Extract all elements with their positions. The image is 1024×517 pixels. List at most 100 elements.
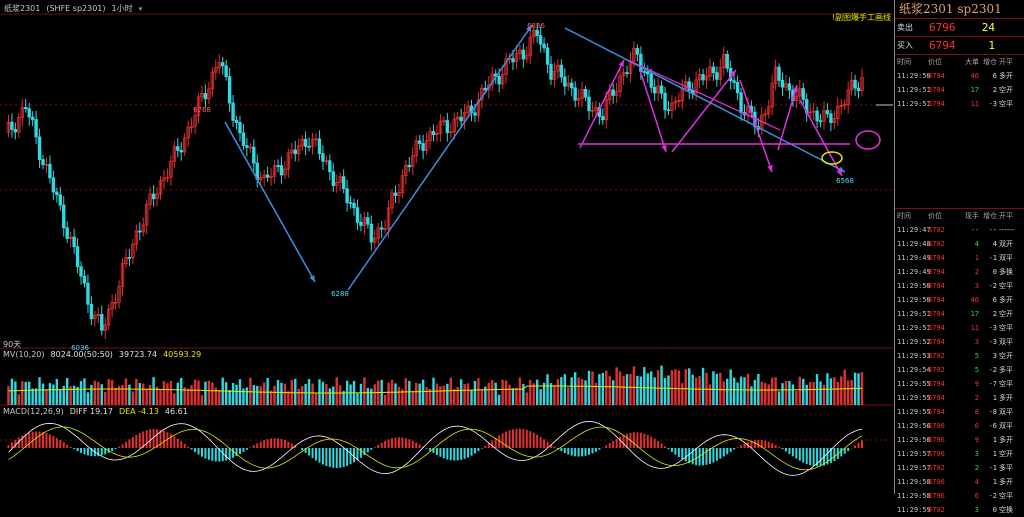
row-time: 11:29:49	[897, 265, 931, 279]
row-oi: -8	[981, 405, 997, 419]
macd-bar	[619, 437, 621, 448]
row-time: 11:29:51	[897, 83, 931, 97]
drawing-tool-note[interactable]: !副图爆手工画线	[832, 12, 891, 23]
volume-bar	[311, 384, 313, 405]
bid-row[interactable]: 买入 6794 1	[895, 37, 1024, 54]
macd-bar	[419, 444, 421, 448]
row-volume: 2	[961, 391, 979, 405]
volume-bar	[536, 380, 538, 405]
macd-bar	[529, 431, 531, 448]
row-time: 11:29:49	[897, 251, 931, 265]
volume-bar	[857, 373, 859, 405]
period-label[interactable]: 1小时	[112, 4, 133, 13]
ask-volume: 24	[982, 19, 995, 36]
candle-body	[83, 276, 86, 283]
macd-name: MACD(12,26,9)	[3, 407, 64, 416]
row-price: 6794	[928, 405, 945, 419]
macd-bar	[861, 440, 863, 448]
macd-bar	[702, 448, 704, 465]
volume-bar	[101, 384, 103, 405]
row-oi: -2	[981, 279, 997, 293]
period-dropdown-icon[interactable]: ▾	[139, 5, 143, 13]
row-type: 双平	[999, 405, 1013, 419]
macd-bar	[412, 441, 414, 448]
candle-body	[474, 113, 477, 115]
row-time: 11:29:48	[897, 237, 931, 251]
row-type: 多开	[999, 391, 1013, 405]
candle-body	[550, 64, 553, 79]
row-type: ------	[999, 223, 1014, 237]
volume-bar	[107, 379, 109, 405]
row-time: 11:29:58	[897, 489, 931, 503]
macd-bar	[771, 443, 773, 448]
macd-bar	[695, 448, 697, 465]
macd-bar	[73, 448, 75, 449]
volume-bar	[660, 366, 662, 405]
col-volume: 大单	[961, 55, 979, 69]
candle-body	[512, 58, 515, 61]
volume-bar	[208, 381, 210, 405]
row-type: 双平	[999, 251, 1013, 265]
candle-body	[370, 224, 373, 242]
macd-bar	[782, 448, 784, 449]
candle-body	[11, 122, 14, 129]
macd-bar	[712, 448, 714, 462]
volume-bar	[460, 379, 462, 405]
macd-bar	[785, 448, 787, 451]
macd-bar	[605, 445, 607, 448]
row-price: 6794	[928, 279, 945, 293]
candle-body	[239, 123, 242, 133]
volume-bar	[228, 390, 230, 405]
macd-bar	[52, 436, 54, 448]
row-volume: 3	[961, 335, 979, 349]
volume-bar	[14, 381, 16, 405]
volume-bar	[336, 377, 338, 405]
macd-bar	[854, 445, 856, 448]
candle-body	[221, 63, 224, 66]
row-type: 空开	[999, 349, 1013, 363]
span-label: 90天	[3, 339, 21, 350]
volume-bar	[149, 385, 151, 405]
volume-bar	[180, 378, 182, 405]
volume-bar	[163, 381, 165, 405]
macd-bar	[384, 441, 386, 448]
macd-bar	[847, 448, 849, 451]
price-mark-low: 6568	[836, 177, 854, 185]
macd-bar	[598, 448, 600, 450]
volume-bar	[194, 380, 196, 405]
ask-row[interactable]: 卖出 6796 24	[895, 19, 1024, 36]
macd-bar	[198, 448, 200, 455]
candle-body	[819, 121, 822, 122]
macd-bar	[111, 448, 113, 451]
candle-body	[152, 194, 155, 199]
volume-bar	[605, 371, 607, 405]
row-price: 6794	[928, 97, 945, 111]
